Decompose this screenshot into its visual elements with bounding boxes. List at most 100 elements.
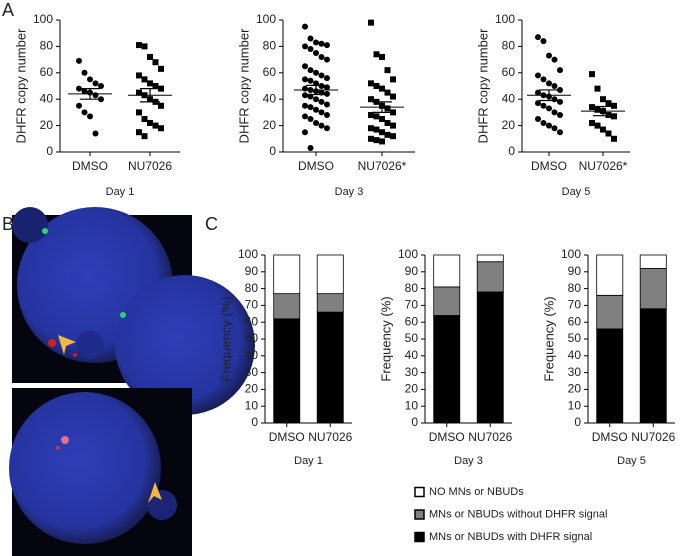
data-point — [611, 135, 617, 142]
micrograph — [9, 388, 192, 556]
data-point — [313, 39, 319, 46]
legend-swatch — [414, 486, 425, 498]
data-point — [92, 130, 99, 137]
y-tick-label: 20 — [245, 382, 259, 396]
legend-label: MNs or NBUDs with DHFR signal — [429, 531, 592, 543]
bar-segment — [316, 311, 344, 424]
x-tick-label: DMSO — [72, 159, 108, 173]
data-point — [87, 113, 93, 120]
y-tick-label: 40 — [568, 348, 582, 362]
y-tick-label: 70 — [568, 298, 582, 312]
x-tick-label: DMSO — [269, 430, 305, 444]
data-point — [302, 63, 308, 70]
y-tick-label: 100 — [33, 12, 53, 26]
bar-segment — [433, 254, 461, 288]
data-point — [302, 92, 308, 99]
y-tick-label: 100 — [256, 12, 276, 26]
data-point — [368, 125, 374, 132]
data-point — [92, 92, 99, 99]
y-tick-label: 0 — [574, 415, 581, 429]
bar-segment — [273, 254, 301, 295]
bar-segment — [273, 318, 301, 424]
data-point — [158, 65, 164, 72]
data-point — [152, 83, 159, 89]
y-tick-label: 80 — [263, 39, 277, 53]
data-point — [611, 113, 617, 120]
data-point — [324, 42, 330, 49]
data-point — [141, 116, 148, 122]
panel-label: A — [2, 0, 14, 20]
y-tick-label: 70 — [245, 298, 259, 312]
data-point — [302, 102, 308, 109]
data-point — [318, 83, 325, 89]
data-point — [76, 85, 82, 92]
data-point — [318, 53, 325, 60]
data-point — [307, 145, 314, 152]
data-point — [368, 135, 374, 142]
data-point — [324, 75, 330, 82]
y-tick-label: 30 — [245, 365, 259, 379]
y-tick-label: 10 — [405, 398, 419, 412]
y-tick-label: 0 — [508, 144, 515, 158]
data-point — [302, 43, 308, 50]
data-point — [368, 19, 374, 26]
data-point — [307, 35, 314, 42]
x-tick-label: DMSO — [298, 159, 334, 173]
data-point — [600, 126, 606, 133]
bar-segment — [596, 328, 624, 424]
y-tick-label: 10 — [568, 398, 582, 412]
data-point — [313, 96, 319, 103]
data-point — [307, 104, 314, 111]
y-tick-label: 90 — [568, 264, 582, 278]
y-axis-label: Frequency (%) — [378, 296, 393, 381]
data-point — [384, 67, 391, 74]
data-point — [81, 69, 88, 76]
error-bar — [306, 84, 326, 96]
data-point — [594, 85, 601, 92]
x-axis-label: Day 5 — [562, 186, 591, 198]
y-tick-label: 10 — [245, 398, 259, 412]
data-point — [324, 112, 330, 119]
data-point — [535, 72, 541, 79]
data-point — [551, 83, 558, 89]
data-point — [152, 122, 159, 129]
data-point — [594, 106, 601, 113]
data-point — [313, 50, 319, 56]
data-point — [379, 85, 385, 92]
data-point — [147, 53, 153, 60]
data-point — [557, 129, 563, 136]
data-point — [589, 104, 595, 111]
data-point — [390, 109, 396, 116]
bar-segment — [639, 308, 667, 424]
data-point — [600, 96, 606, 103]
bar-segment — [596, 254, 624, 296]
y-tick-label: 0 — [46, 144, 53, 158]
data-point — [313, 119, 319, 126]
y-tick-label: 60 — [568, 314, 582, 328]
data-point — [390, 76, 396, 83]
x-tick-label: NU7026 — [468, 430, 512, 444]
y-tick-label: 80 — [245, 281, 259, 295]
data-point — [390, 133, 396, 140]
data-point — [152, 59, 159, 66]
bar-segment — [316, 254, 344, 295]
data-point — [76, 102, 82, 109]
y-tick-label: 20 — [263, 118, 277, 132]
data-point — [318, 40, 325, 47]
data-point — [302, 76, 308, 83]
data-point — [390, 93, 396, 100]
data-point — [318, 98, 325, 105]
data-point — [313, 106, 319, 113]
error-bar — [593, 105, 613, 117]
y-tick-label: 60 — [263, 65, 277, 79]
y-tick-label: 60 — [502, 65, 516, 79]
panel-label: C — [205, 214, 218, 234]
y-tick-label: 0 — [411, 415, 418, 429]
data-point — [318, 72, 325, 79]
data-point — [136, 42, 142, 49]
x-tick-label: NU7026 — [308, 430, 352, 444]
data-point — [379, 116, 385, 122]
data-point — [540, 102, 547, 109]
data-point — [379, 138, 385, 145]
data-point — [589, 119, 595, 126]
